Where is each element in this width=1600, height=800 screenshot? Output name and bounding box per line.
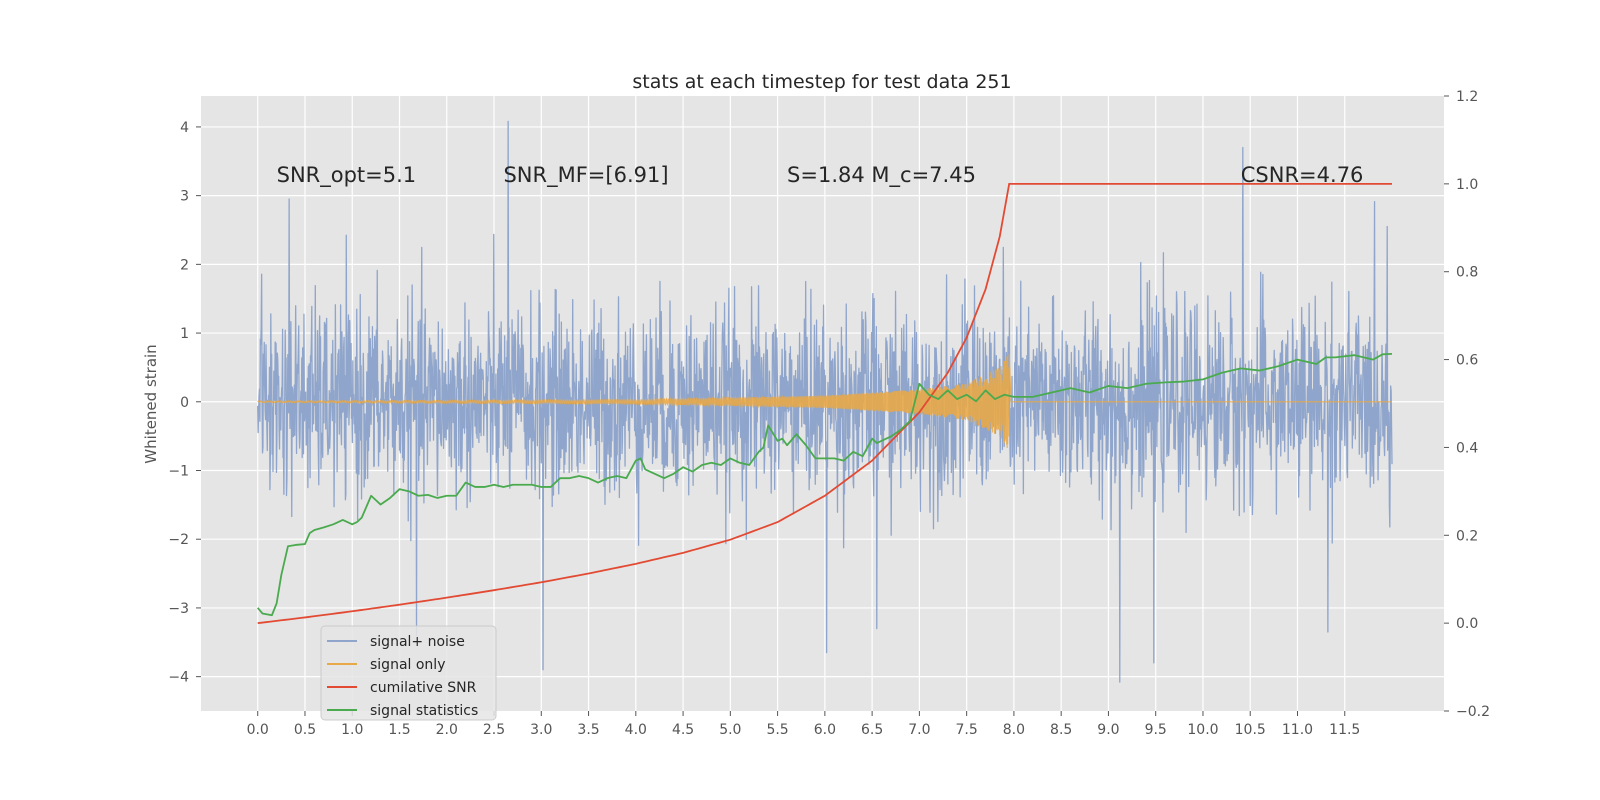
annotations: SNR_opt=5.1 SNR_MF=[6.91] S=1.84 M_c=7.45 C…: [277, 163, 1364, 188]
signal-only-line: [257, 354, 1393, 449]
y-tick-label: 0: [180, 395, 189, 411]
y-tick-label: 1: [180, 326, 189, 342]
signal-statistics-line: [257, 352, 1393, 617]
annotation-csnr: CSNR=4.76: [1241, 163, 1364, 187]
y-axis-left: −4 −3 −2 −1 0 1 2 3 4: [168, 120, 201, 686]
x-tick-label: 6.5: [861, 722, 883, 738]
x-tick-label: 10.0: [1187, 722, 1218, 738]
x-tick-label: 1.5: [388, 722, 410, 738]
y-tick-label: 2: [180, 257, 189, 273]
series-cumulative-snr: [257, 182, 1393, 625]
x-tick-label: 9.5: [1145, 722, 1167, 738]
x-tick-label: 3.5: [577, 722, 599, 738]
y2-tick-label: 0.2: [1456, 528, 1478, 544]
y-tick-label: −1: [168, 463, 189, 479]
legend: signal+ noise signal only cumilative SNR si…: [320, 625, 497, 721]
x-tick-label: 7.0: [908, 722, 930, 738]
x-tick-label: 2.0: [436, 722, 458, 738]
x-tick-label: 4.0: [625, 722, 647, 738]
annotation-snr-opt: SNR_opt=5.1: [277, 163, 417, 188]
x-tick-label: 9.0: [1097, 722, 1119, 738]
x-tick-label: 11.5: [1329, 722, 1360, 738]
x-axis: 0.0 0.5 1.0 1.5 2.0 2.5 3.0 3.5 4.0 4.5 5.0 5.5 6.0 6…: [247, 711, 1360, 738]
x-tick-label: 5.5: [766, 722, 788, 738]
legend-box: [320, 625, 497, 721]
y2-tick-label: 0.4: [1456, 440, 1478, 456]
y-tick-label: −2: [168, 532, 189, 548]
y2-tick-label: 0.6: [1456, 353, 1478, 369]
x-tick-label: 11.0: [1282, 722, 1313, 738]
y-axis-label: Whitened strain: [142, 344, 160, 463]
signal-noise-line: [257, 120, 1393, 683]
series-signal-only: [257, 354, 1393, 449]
x-tick-label: 4.5: [672, 722, 694, 738]
y2-tick-label: −0.2: [1456, 704, 1490, 720]
x-tick-label: 10.5: [1235, 722, 1266, 738]
series-signal-statistics: [257, 352, 1393, 617]
series-signal-noise: [257, 120, 1393, 683]
legend-label: signal only: [370, 657, 445, 673]
x-tick-label: 6.0: [814, 722, 836, 738]
x-tick-label: 8.0: [1003, 722, 1025, 738]
legend-label: signal statistics: [370, 703, 478, 719]
x-tick-label: 0.0: [247, 722, 269, 738]
x-tick-label: 7.5: [956, 722, 978, 738]
chart-title: stats at each timestep for test data 251: [632, 71, 1011, 93]
y-tick-label: −4: [168, 670, 189, 686]
x-tick-label: 2.5: [483, 722, 505, 738]
annotation-snr-mf: SNR_MF=[6.91]: [503, 163, 668, 188]
y2-tick-label: 1.0: [1456, 177, 1478, 193]
y-axis-right: −0.2 0.0 0.2 0.4 0.6 0.8 1.0 1.2: [1444, 89, 1490, 720]
x-tick-label: 1.0: [341, 722, 363, 738]
y2-tick-label: 0.0: [1456, 616, 1478, 632]
legend-label: cumilative SNR: [370, 680, 477, 696]
annotation-s-mc: S=1.84 M_c=7.45: [787, 163, 976, 188]
cumulative-snr-line: [257, 182, 1393, 625]
legend-label: signal+ noise: [370, 634, 465, 650]
y-tick-label: 4: [180, 120, 189, 136]
x-tick-label: 5.0: [719, 722, 741, 738]
x-tick-label: 3.0: [530, 722, 552, 738]
y-tick-label: 3: [180, 189, 189, 205]
y-tick-label: −3: [168, 601, 189, 617]
y2-tick-label: 0.8: [1456, 265, 1478, 281]
x-tick-label: 0.5: [294, 722, 316, 738]
y2-tick-label: 1.2: [1456, 89, 1478, 105]
x-tick-label: 8.5: [1050, 722, 1072, 738]
